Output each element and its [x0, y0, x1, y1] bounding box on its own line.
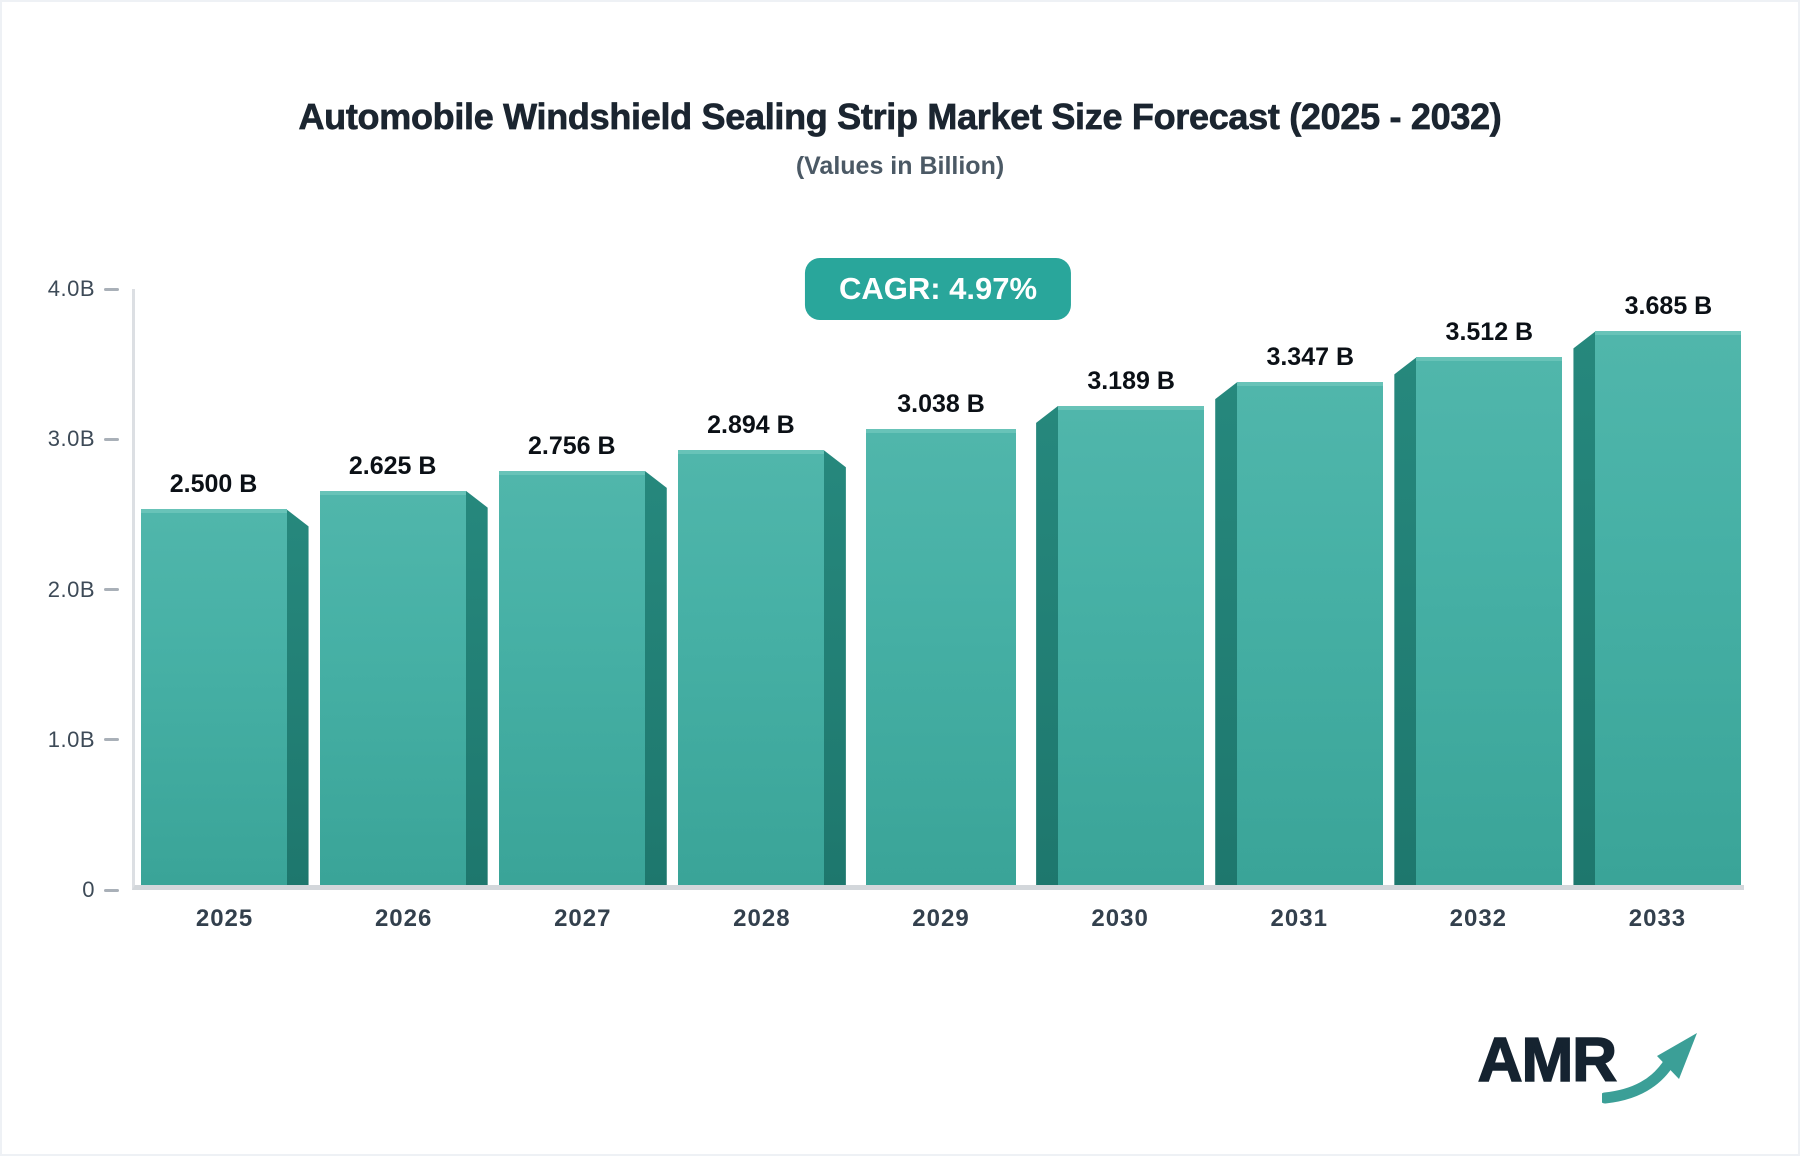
- y-axis-tick: 0: [82, 877, 119, 903]
- bar-value-label-2033: 3.685 B: [1624, 292, 1713, 321]
- y-axis-tick: 4.0B: [48, 276, 119, 302]
- y-axis-tick-mark: [104, 437, 119, 441]
- y-axis-tick-label: 2.0B: [47, 576, 95, 602]
- bar-side-face-2025: [286, 509, 309, 885]
- bar-value-label-2026: 2.625 B: [348, 451, 437, 480]
- bar-2026: [319, 490, 466, 885]
- bar-value-label-2027: 2.756 B: [527, 431, 616, 460]
- y-axis-tick-label: 1.0B: [47, 726, 95, 752]
- bar-2028: [677, 450, 824, 885]
- bar-side-face-2028: [823, 450, 846, 885]
- x-axis-label-2031: 2031: [1270, 905, 1328, 932]
- bar-side-face-2031: [1215, 382, 1238, 885]
- bar-2032: [1416, 357, 1563, 885]
- bar-value-label-2031: 3.347 B: [1266, 343, 1354, 372]
- y-axis-tick-mark: [104, 287, 119, 291]
- chart-title: Automobile Windshield Sealing Strip Mark…: [298, 96, 1502, 138]
- bar-2030: [1058, 405, 1205, 885]
- x-axis-label-2027: 2027: [554, 905, 612, 932]
- bar-side-face-2032: [1394, 357, 1417, 885]
- x-axis-label-2033: 2033: [1628, 905, 1687, 932]
- amr-logo: AMR: [1477, 1026, 1698, 1104]
- y-axis-tick-label: 4.0B: [47, 276, 95, 301]
- y-axis-tick: 3.0B: [48, 426, 119, 452]
- bar-side-face-2033: [1573, 331, 1596, 885]
- bar-2031: [1237, 382, 1384, 885]
- bar-2027: [498, 470, 645, 885]
- bar-2033: [1595, 331, 1742, 885]
- y-axis-tick: 2.0B: [48, 577, 119, 603]
- y-axis-tick: 1.0B: [48, 727, 119, 753]
- x-axis-label-2032: 2032: [1449, 905, 1508, 932]
- bar-value-label-2028: 2.894 B: [707, 411, 795, 440]
- cagr-badge: CAGR: 4.97%: [804, 258, 1072, 320]
- bar-value-label-2030: 3.189 B: [1087, 366, 1175, 395]
- x-axis-label-2029: 2029: [912, 905, 970, 932]
- bar-2029: [866, 428, 1016, 885]
- bar-side-face-2026: [465, 490, 488, 885]
- y-axis-tick-mark: [104, 738, 119, 742]
- x-axis-label-2025: 2025: [195, 905, 254, 932]
- x-axis-label-2026: 2026: [374, 905, 433, 932]
- bar-value-label-2029: 3.038 B: [897, 389, 985, 418]
- growth-arrow-icon: [1602, 1033, 1697, 1104]
- logo-text: AMR: [1477, 1026, 1618, 1095]
- y-axis-tick-label: 3.0B: [47, 426, 95, 452]
- bar-value-label-2032: 3.512 B: [1445, 318, 1534, 347]
- bar-value-label-2025: 2.500 B: [169, 470, 258, 499]
- y-axis-tick-mark: [104, 888, 119, 892]
- chart-subtitle: (Values in Billion): [795, 152, 1005, 180]
- x-axis-label-2030: 2030: [1091, 905, 1149, 932]
- bar-side-face-2030: [1036, 405, 1059, 885]
- bar-2025: [140, 509, 287, 885]
- y-axis: 4.0B 3.0B 2.0B 1.0B 0: [2, 276, 119, 902]
- x-axis-label-2028: 2028: [733, 905, 791, 932]
- y-axis-tick-mark: [104, 588, 119, 591]
- plot-area: 2.500 B 2025 2.625 B 2026 2.756 B 2027 2.894 B…: [132, 289, 1744, 932]
- bar-side-face-2027: [644, 470, 667, 885]
- y-axis-tick-label: 0: [82, 877, 95, 902]
